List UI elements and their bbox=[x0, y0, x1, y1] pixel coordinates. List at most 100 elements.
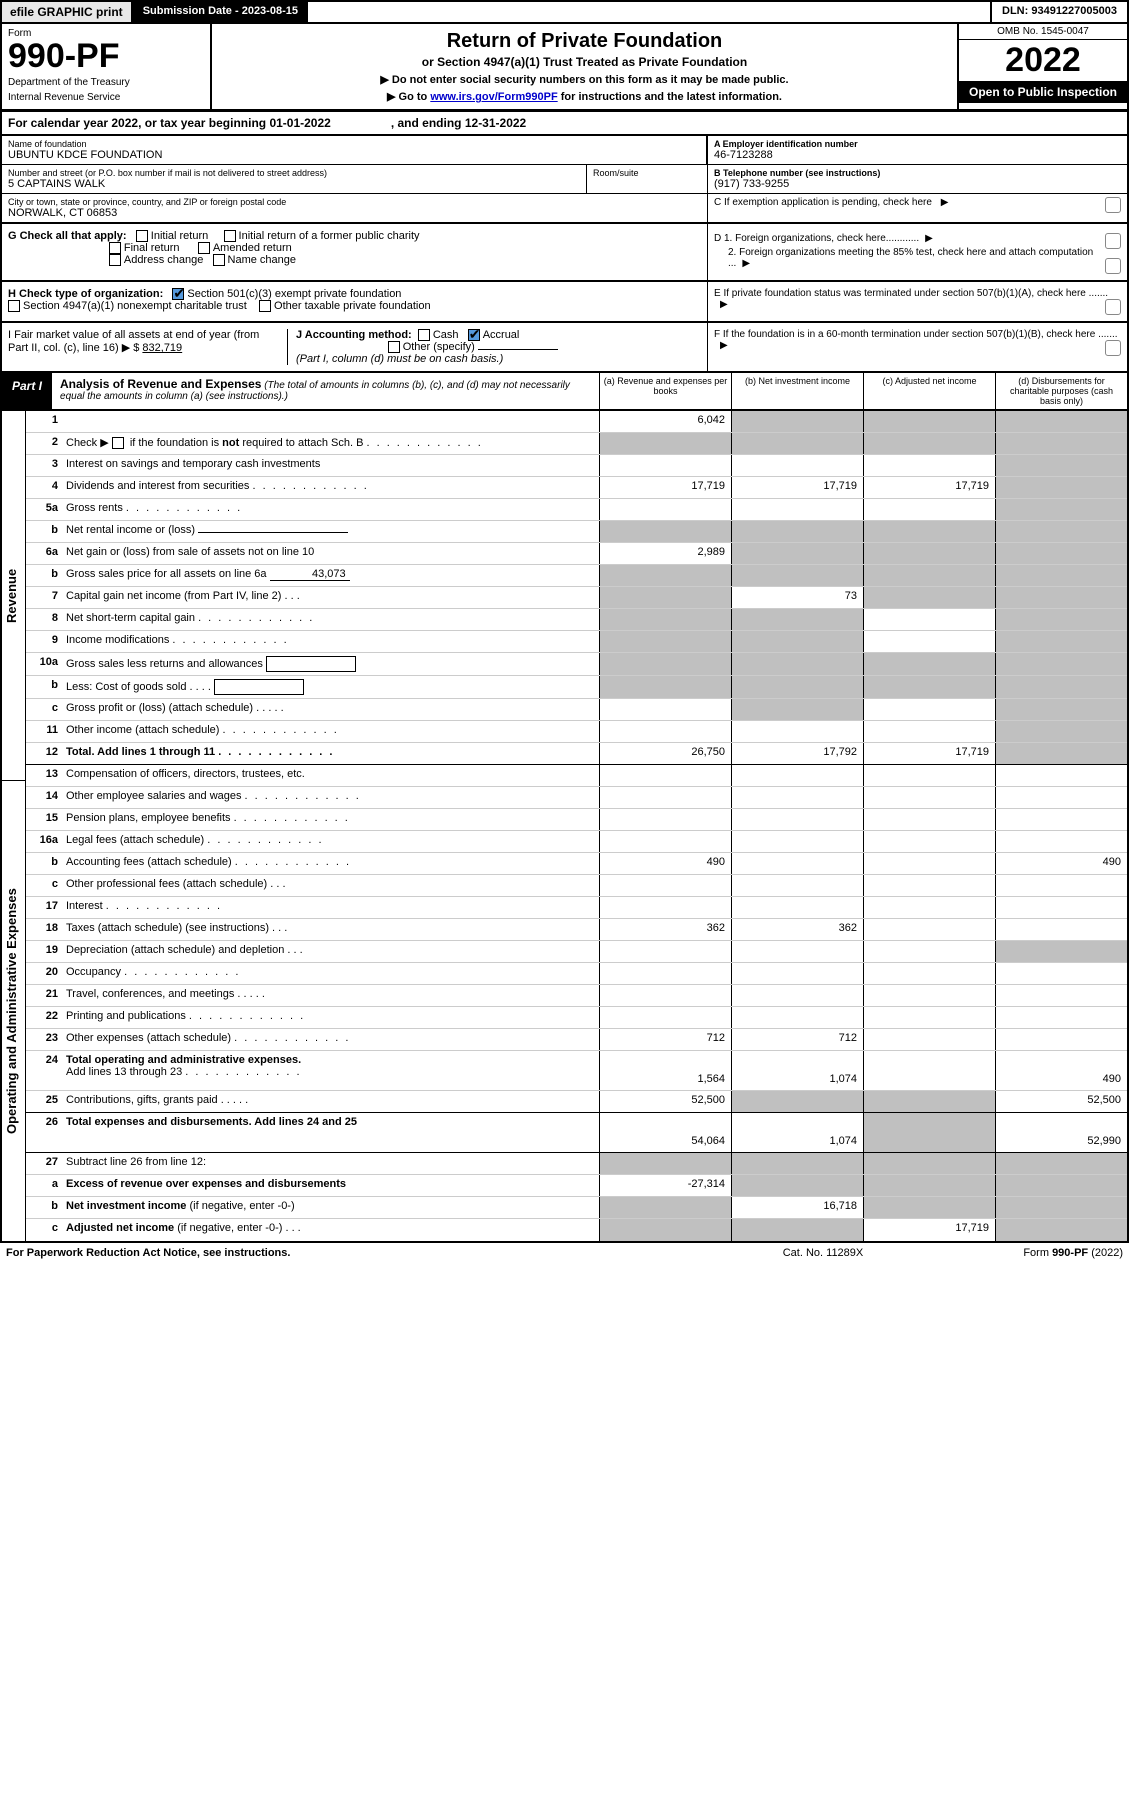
row-19: 19 Depreciation (attach schedule) and de… bbox=[26, 941, 1127, 963]
gross-sales-value: 43,073 bbox=[270, 568, 350, 581]
row-23: 23 Other expenses (attach schedule) 712 … bbox=[26, 1029, 1127, 1051]
501c3-checkbox[interactable] bbox=[172, 288, 184, 300]
row-num: 22 bbox=[26, 1007, 62, 1028]
cell-b bbox=[731, 609, 863, 630]
cash-checkbox[interactable] bbox=[418, 329, 430, 341]
d2-checkbox[interactable] bbox=[1105, 258, 1121, 274]
cell-a: 2,989 bbox=[599, 543, 731, 564]
cell-c bbox=[863, 1007, 995, 1028]
row-num: 10a bbox=[26, 653, 62, 675]
cell-b: 1,074 bbox=[731, 1113, 863, 1152]
row-num: b bbox=[26, 565, 62, 586]
cell-d bbox=[995, 455, 1127, 476]
form990pf-link[interactable]: www.irs.gov/Form990PF bbox=[430, 91, 557, 103]
row-desc: Other employee salaries and wages bbox=[62, 787, 599, 808]
col-b-header: (b) Net investment income bbox=[731, 373, 863, 409]
address-change-checkbox[interactable] bbox=[109, 254, 121, 266]
accrual-checkbox[interactable] bbox=[468, 329, 480, 341]
cell-a: 54,064 bbox=[599, 1113, 731, 1152]
row-desc: Contributions, gifts, grants paid . . . … bbox=[62, 1091, 599, 1112]
cell-c bbox=[863, 1153, 995, 1174]
cell-a bbox=[599, 963, 731, 984]
row-27a: a Excess of revenue over expenses and di… bbox=[26, 1175, 1127, 1197]
cell-b bbox=[731, 433, 863, 454]
cell-a: 6,042 bbox=[599, 411, 731, 432]
address-label: Number and street (or P.O. box number if… bbox=[8, 168, 580, 178]
row-num: 18 bbox=[26, 919, 62, 940]
cell-b bbox=[731, 1219, 863, 1241]
cell-c bbox=[863, 609, 995, 630]
sch-b-checkbox[interactable] bbox=[112, 437, 124, 449]
cell-a bbox=[599, 941, 731, 962]
cell-b: 16,718 bbox=[731, 1197, 863, 1218]
other-method-checkbox[interactable] bbox=[388, 341, 400, 353]
j-label: J Accounting method: bbox=[296, 329, 412, 341]
former-public-charity-checkbox[interactable] bbox=[224, 230, 236, 242]
row-6a: 6a Net gain or (loss) from sale of asset… bbox=[26, 543, 1127, 565]
amended-return-checkbox[interactable] bbox=[198, 242, 210, 254]
4947a1-checkbox[interactable] bbox=[8, 300, 20, 312]
row-desc: Capital gain net income (from Part IV, l… bbox=[62, 587, 599, 608]
cell-c bbox=[863, 985, 995, 1006]
cell-c bbox=[863, 853, 995, 874]
cell-a bbox=[599, 787, 731, 808]
row-desc: Accounting fees (attach schedule) bbox=[62, 853, 599, 874]
row-6b: b Gross sales price for all assets on li… bbox=[26, 565, 1127, 587]
final-return-checkbox[interactable] bbox=[109, 242, 121, 254]
exemption-checkbox[interactable] bbox=[1105, 197, 1121, 213]
cell-b bbox=[731, 521, 863, 542]
e-label: E If private foundation status was termi… bbox=[714, 288, 1108, 299]
cell-a bbox=[599, 875, 731, 896]
row-num: 12 bbox=[26, 743, 62, 764]
f-checkbox[interactable] bbox=[1105, 340, 1121, 356]
part1-desc: Analysis of Revenue and Expenses (The to… bbox=[52, 373, 599, 409]
cell-c bbox=[863, 1175, 995, 1196]
e-checkbox[interactable] bbox=[1105, 299, 1121, 315]
cell-d bbox=[995, 543, 1127, 564]
cell-c bbox=[863, 963, 995, 984]
h1-label: Section 501(c)(3) exempt private foundat… bbox=[187, 288, 401, 300]
row-num: 14 bbox=[26, 787, 62, 808]
cell-b: 17,719 bbox=[731, 477, 863, 498]
initial-return-checkbox[interactable] bbox=[136, 230, 148, 242]
row-desc: Gross sales price for all assets on line… bbox=[62, 565, 599, 586]
name-change-checkbox[interactable] bbox=[213, 254, 225, 266]
cell-c bbox=[863, 433, 995, 454]
dept-irs: Internal Revenue Service bbox=[8, 92, 204, 103]
cell-d bbox=[995, 743, 1127, 764]
submission-date: Submission Date - 2023-08-15 bbox=[133, 2, 308, 22]
row-num: 1 bbox=[26, 411, 62, 432]
row-desc: Total. Add lines 1 through 11 bbox=[62, 743, 599, 764]
cell-c bbox=[863, 1029, 995, 1050]
other-taxable-checkbox[interactable] bbox=[259, 300, 271, 312]
page-footer: For Paperwork Reduction Act Notice, see … bbox=[0, 1243, 1129, 1263]
cell-d bbox=[995, 609, 1127, 630]
table-rows: 1 6,042 2 Check ▶ if the foundation is n… bbox=[26, 411, 1127, 1241]
header-left: Form 990-PF Department of the Treasury I… bbox=[2, 24, 212, 109]
cell-d bbox=[995, 653, 1127, 675]
i-j-f-block: I Fair market value of all assets at end… bbox=[0, 323, 1129, 373]
row-24: 24 Total operating and administrative ex… bbox=[26, 1051, 1127, 1091]
cell-b bbox=[731, 897, 863, 918]
col-d-header: (d) Disbursements for charitable purpose… bbox=[995, 373, 1127, 409]
row-num: 21 bbox=[26, 985, 62, 1006]
cell-d bbox=[995, 1007, 1127, 1028]
form-subtitle: or Section 4947(a)(1) Trust Treated as P… bbox=[218, 55, 951, 69]
cell-a: 26,750 bbox=[599, 743, 731, 764]
row-16c: c Other professional fees (attach schedu… bbox=[26, 875, 1127, 897]
cell-a bbox=[599, 721, 731, 742]
cell-d bbox=[995, 565, 1127, 586]
cell-c bbox=[863, 875, 995, 896]
cell-b bbox=[731, 787, 863, 808]
cell-d: 52,990 bbox=[995, 1113, 1127, 1152]
cell-a: 17,719 bbox=[599, 477, 731, 498]
row-num: 25 bbox=[26, 1091, 62, 1112]
cell-a bbox=[599, 433, 731, 454]
cell-d bbox=[995, 809, 1127, 830]
d1-checkbox[interactable] bbox=[1105, 233, 1121, 249]
cell-d bbox=[995, 875, 1127, 896]
row-num: 5a bbox=[26, 499, 62, 520]
efile-print-button[interactable]: efile GRAPHIC print bbox=[2, 2, 133, 22]
row-3: 3 Interest on savings and temporary cash… bbox=[26, 455, 1127, 477]
cell-c bbox=[863, 831, 995, 852]
